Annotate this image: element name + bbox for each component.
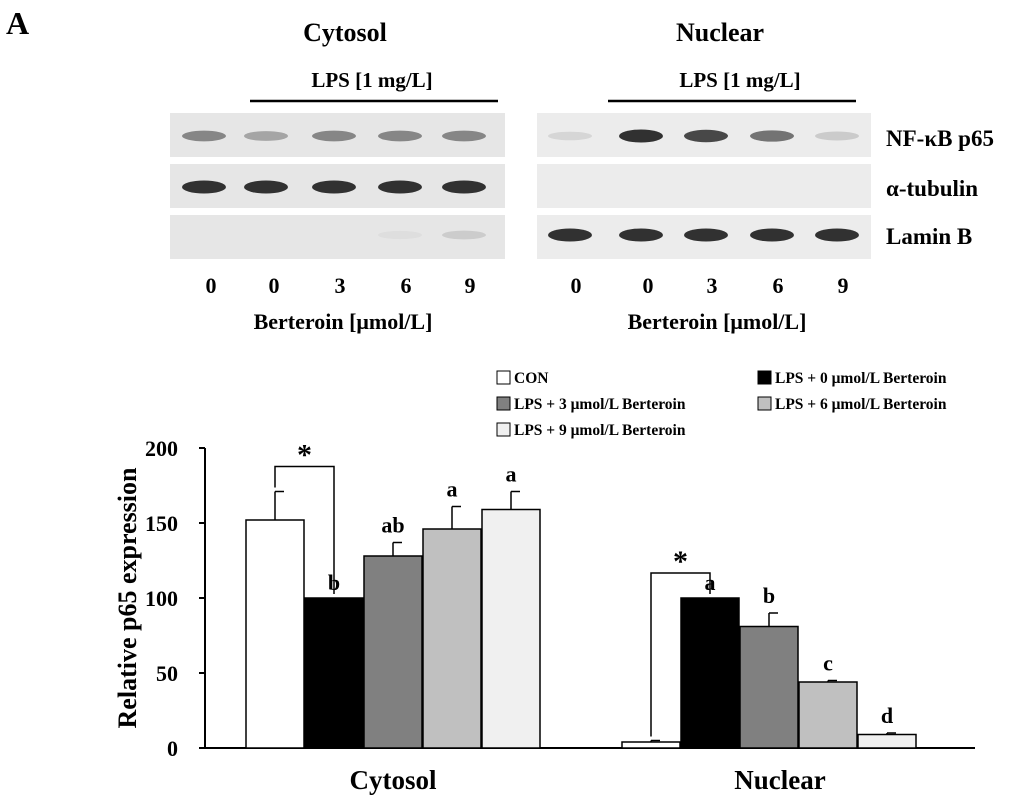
blot-treatment-cytosol: LPS [1 mg/L]: [311, 68, 432, 92]
significance-asterisk: *: [673, 545, 688, 578]
bar-chart: Relative p65 expression 0 50 100 150 200 b a a…: [113, 436, 975, 795]
band-cytosol-p65: [182, 130, 226, 142]
band-cytosol-tubulin: [312, 180, 356, 194]
band-cytosol-tubulin: [182, 180, 226, 194]
band-cytosol-p65: [244, 131, 288, 141]
row-label-p65: NF-κB p65: [886, 126, 994, 151]
blot-group-nuclear: Nuclear LPS [1 mg/L] 0 0 3 6 9 Berteroin…: [537, 18, 871, 334]
dose-label: 9: [838, 273, 849, 298]
band-nuclear-laminb: [815, 228, 859, 242]
band-cytosol-p65: [442, 130, 486, 142]
band-nuclear-laminb: [619, 228, 663, 242]
category-label-cytosol: Cytosol: [350, 765, 437, 795]
bar: [245, 519, 305, 749]
band-nuclear-laminb: [750, 228, 794, 242]
bar-letter-label: c: [823, 651, 833, 676]
bar: [798, 681, 858, 749]
bar: [422, 528, 482, 749]
bar: [680, 597, 740, 749]
legend-swatch-lps6: [757, 396, 772, 411]
bar-letter-label: d: [881, 703, 893, 728]
y-axis-label: Relative p65 expression: [113, 467, 142, 728]
dose-label: 6: [401, 273, 412, 298]
y-tick-label: 200: [145, 436, 178, 461]
bar: [363, 555, 423, 749]
band-nuclear-p65: [548, 131, 592, 141]
legend-swatch-lps0: [757, 370, 772, 385]
dose-label: 0: [206, 273, 217, 298]
dose-label: 0: [269, 273, 280, 298]
band-nuclear-laminb: [684, 228, 728, 242]
blot-strip-cytosol-p65: [170, 113, 505, 157]
band-cytosol-p65: [378, 130, 422, 142]
bar-letter-label: a: [447, 477, 458, 502]
band-nuclear-p65: [750, 130, 794, 142]
legend-label-lps3: LPS + 3 μmol/L Berteroin: [514, 396, 686, 413]
y-ticks: 0 50 100 150 200: [145, 436, 205, 761]
blot-title-nuclear: Nuclear: [676, 18, 764, 47]
y-tick-label: 100: [145, 586, 178, 611]
dose-label: 0: [643, 273, 654, 298]
legend-swatch-con: [496, 370, 511, 385]
blot-strip-nuclear-tubulin: [537, 164, 871, 208]
legend-label-con: CON: [514, 370, 548, 387]
y-tick-label: 150: [145, 511, 178, 536]
band-nuclear-p65: [619, 129, 663, 143]
band-nuclear-p65: [815, 131, 859, 141]
blot-xlabel-nuclear: Berteroin [μmol/L]: [628, 309, 807, 334]
significance-bracket: [274, 465, 335, 594]
dose-label: 0: [571, 273, 582, 298]
y-tick-label: 50: [156, 661, 178, 686]
band-cytosol-laminb: [442, 230, 486, 240]
row-label-tubulin: α-tubulin: [886, 176, 978, 201]
legend-label-lps6: LPS + 6 μmol/L Berteroin: [775, 396, 947, 413]
blot-bands-cytosol: [182, 130, 486, 240]
legend: CON LPS + 0 μmol/L Berteroin LPS + 3 μmo…: [496, 370, 947, 439]
category-label-nuclear: Nuclear: [734, 765, 825, 795]
dose-label: 6: [773, 273, 784, 298]
blot-xlabel-cytosol: Berteroin [μmol/L]: [254, 309, 433, 334]
blot-group-cytosol: Cytosol LPS [1 mg/L] 0 0 3 6 9 Berteroin…: [170, 18, 505, 334]
band-cytosol-p65: [312, 130, 356, 142]
band-cytosol-tubulin: [378, 180, 422, 194]
bar-letter-label: a: [506, 462, 517, 487]
panel-label: A: [6, 5, 29, 41]
dose-label: 3: [707, 273, 718, 298]
blot-title-cytosol: Cytosol: [303, 18, 387, 47]
legend-swatch-lps9: [496, 422, 511, 437]
bar-letter-label: ab: [381, 513, 404, 538]
legend-label-lps9: LPS + 9 μmol/L Berteroin: [514, 422, 686, 439]
bar: [857, 733, 917, 749]
bar-letter-label: b: [763, 583, 775, 608]
bar: [304, 597, 364, 749]
band-cytosol-laminb: [378, 230, 422, 240]
legend-label-lps0: LPS + 0 μmol/L Berteroin: [775, 370, 947, 387]
dose-label: 3: [335, 273, 346, 298]
blot-bands-nuclear: [548, 129, 859, 242]
bar: [481, 508, 541, 749]
significance-brackets: **: [274, 439, 711, 737]
blot-treatment-nuclear: LPS [1 mg/L]: [679, 68, 800, 92]
dose-label: 9: [465, 273, 476, 298]
legend-swatch-lps3: [496, 396, 511, 411]
row-label-laminb: Lamin B: [886, 224, 972, 249]
bar: [739, 625, 799, 749]
band-nuclear-laminb: [548, 228, 592, 242]
bar: [621, 741, 681, 749]
band-cytosol-tubulin: [244, 180, 288, 194]
band-nuclear-p65: [684, 129, 728, 143]
y-tick-label: 0: [167, 736, 178, 761]
significance-asterisk: *: [297, 439, 312, 472]
band-cytosol-tubulin: [442, 180, 486, 194]
significance-bracket: [650, 572, 711, 737]
blot-strip-cytosol-laminb: [170, 215, 505, 259]
